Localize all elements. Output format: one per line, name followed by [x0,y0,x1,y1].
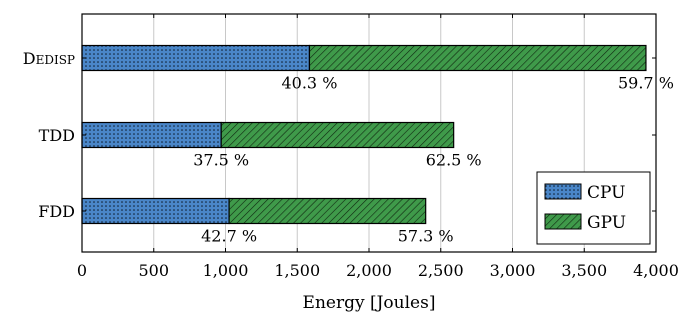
legend-swatch-gpu [544,213,582,230]
x-tick-label: 2,500 [418,261,464,280]
bar-gpu-tdd [220,121,455,149]
percent-label-cpu: 37.5 % [193,151,249,170]
bar-cpu-dedisp [81,44,311,72]
percent-label-gpu: 57.3 % [398,227,454,246]
legend: CPU GPU [536,171,651,245]
legend-label-cpu: CPU [587,183,625,203]
category-label: DEDISP [23,49,75,68]
x-tick-label: 1,000 [203,261,249,280]
bar-layer [81,44,647,225]
category-label: FDD [38,202,75,221]
bar-gpu-dedisp [308,44,647,72]
x-tick-label: 1,500 [274,261,320,280]
x-axis-label: Energy [Joules] [303,293,436,313]
bar-gpu-fdd [228,197,427,225]
percent-label-cpu: 40.3 % [281,74,337,93]
x-tick-label: 0 [77,261,87,280]
bar-cpu-tdd [81,121,222,149]
label-layer: 40.3 % 59.7 % DEDISP 37.5 % 62.5 % TDD 42.7 % 5… [23,49,679,313]
percent-label-gpu: 62.5 % [426,151,482,170]
x-tick-label: 3,500 [561,261,607,280]
x-tick-label: 3,000 [490,261,536,280]
x-tick-label: 4,000 [633,261,679,280]
legend-label-gpu: GPU [587,213,626,233]
x-tick-label: 2,000 [346,261,392,280]
x-tick-label: 500 [138,261,169,280]
percent-label-cpu: 42.7 % [201,227,257,246]
bar-cpu-fdd [81,197,230,225]
legend-swatch-cpu [544,183,582,200]
category-label: TDD [39,126,75,145]
axes-layer [81,13,657,253]
percent-label-gpu: 59.7 % [618,74,674,93]
